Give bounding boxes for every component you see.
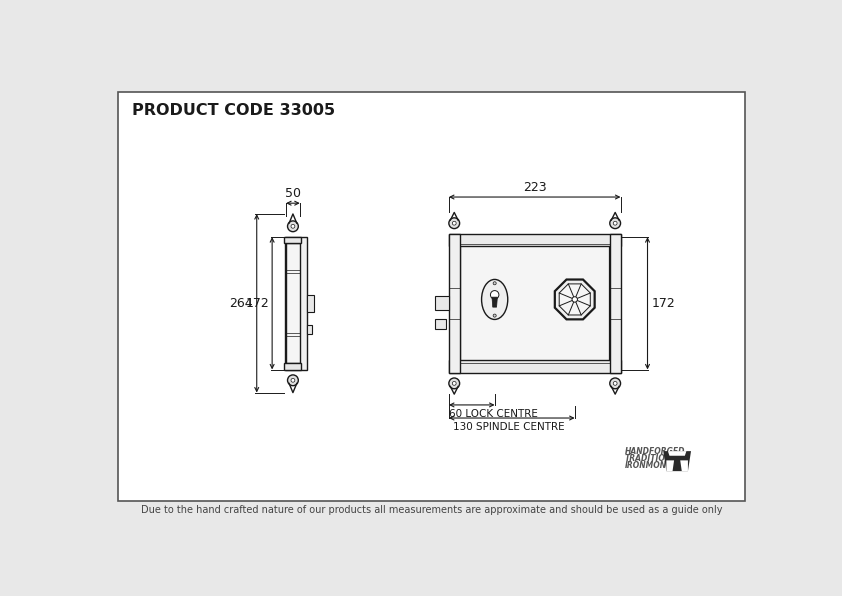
Bar [449, 234, 621, 246]
Text: 60 LOCK CENTRE: 60 LOCK CENTRE [449, 409, 538, 419]
Bar [118, 92, 745, 501]
Bar [449, 234, 460, 372]
Bar [306, 325, 312, 334]
Bar [306, 295, 314, 312]
Polygon shape [666, 460, 674, 471]
Circle shape [490, 291, 499, 299]
Bar [285, 237, 301, 243]
Text: Due to the hand crafted nature of our products all measurements are approximate : Due to the hand crafted nature of our pr… [141, 505, 722, 515]
Circle shape [452, 381, 456, 385]
Text: 172: 172 [246, 297, 269, 310]
Text: 172: 172 [653, 297, 676, 310]
Bar [435, 319, 446, 329]
Circle shape [291, 224, 295, 228]
Polygon shape [680, 460, 688, 471]
Text: HANDFORGED: HANDFORGED [625, 447, 685, 457]
Circle shape [449, 218, 460, 229]
Circle shape [613, 221, 617, 225]
Circle shape [493, 282, 496, 285]
Polygon shape [668, 451, 686, 456]
Text: TRADITIONAL: TRADITIONAL [625, 454, 683, 463]
Polygon shape [555, 280, 594, 319]
Circle shape [613, 381, 617, 385]
Bar [460, 237, 610, 370]
Circle shape [287, 375, 298, 386]
Bar [285, 237, 306, 370]
Text: PRODUCT CODE 33005: PRODUCT CODE 33005 [132, 103, 335, 118]
Circle shape [572, 297, 578, 302]
Text: 223: 223 [523, 181, 546, 194]
Polygon shape [663, 451, 691, 471]
Bar [449, 360, 621, 372]
Circle shape [493, 314, 496, 317]
Circle shape [452, 221, 456, 225]
Text: 130 SPINDLE CENTRE: 130 SPINDLE CENTRE [454, 422, 565, 432]
Bar [286, 243, 300, 364]
Circle shape [610, 378, 621, 389]
Circle shape [287, 221, 298, 232]
Polygon shape [559, 284, 590, 315]
Text: 50: 50 [285, 187, 301, 200]
Polygon shape [492, 297, 498, 307]
Text: IRONMONGERY: IRONMONGERY [625, 461, 689, 470]
Text: 264: 264 [229, 297, 253, 310]
Bar [610, 234, 621, 372]
Circle shape [449, 378, 460, 389]
Circle shape [610, 218, 621, 229]
Bar [435, 296, 449, 311]
Bar [285, 364, 301, 370]
Circle shape [291, 378, 295, 382]
Ellipse shape [482, 280, 508, 319]
